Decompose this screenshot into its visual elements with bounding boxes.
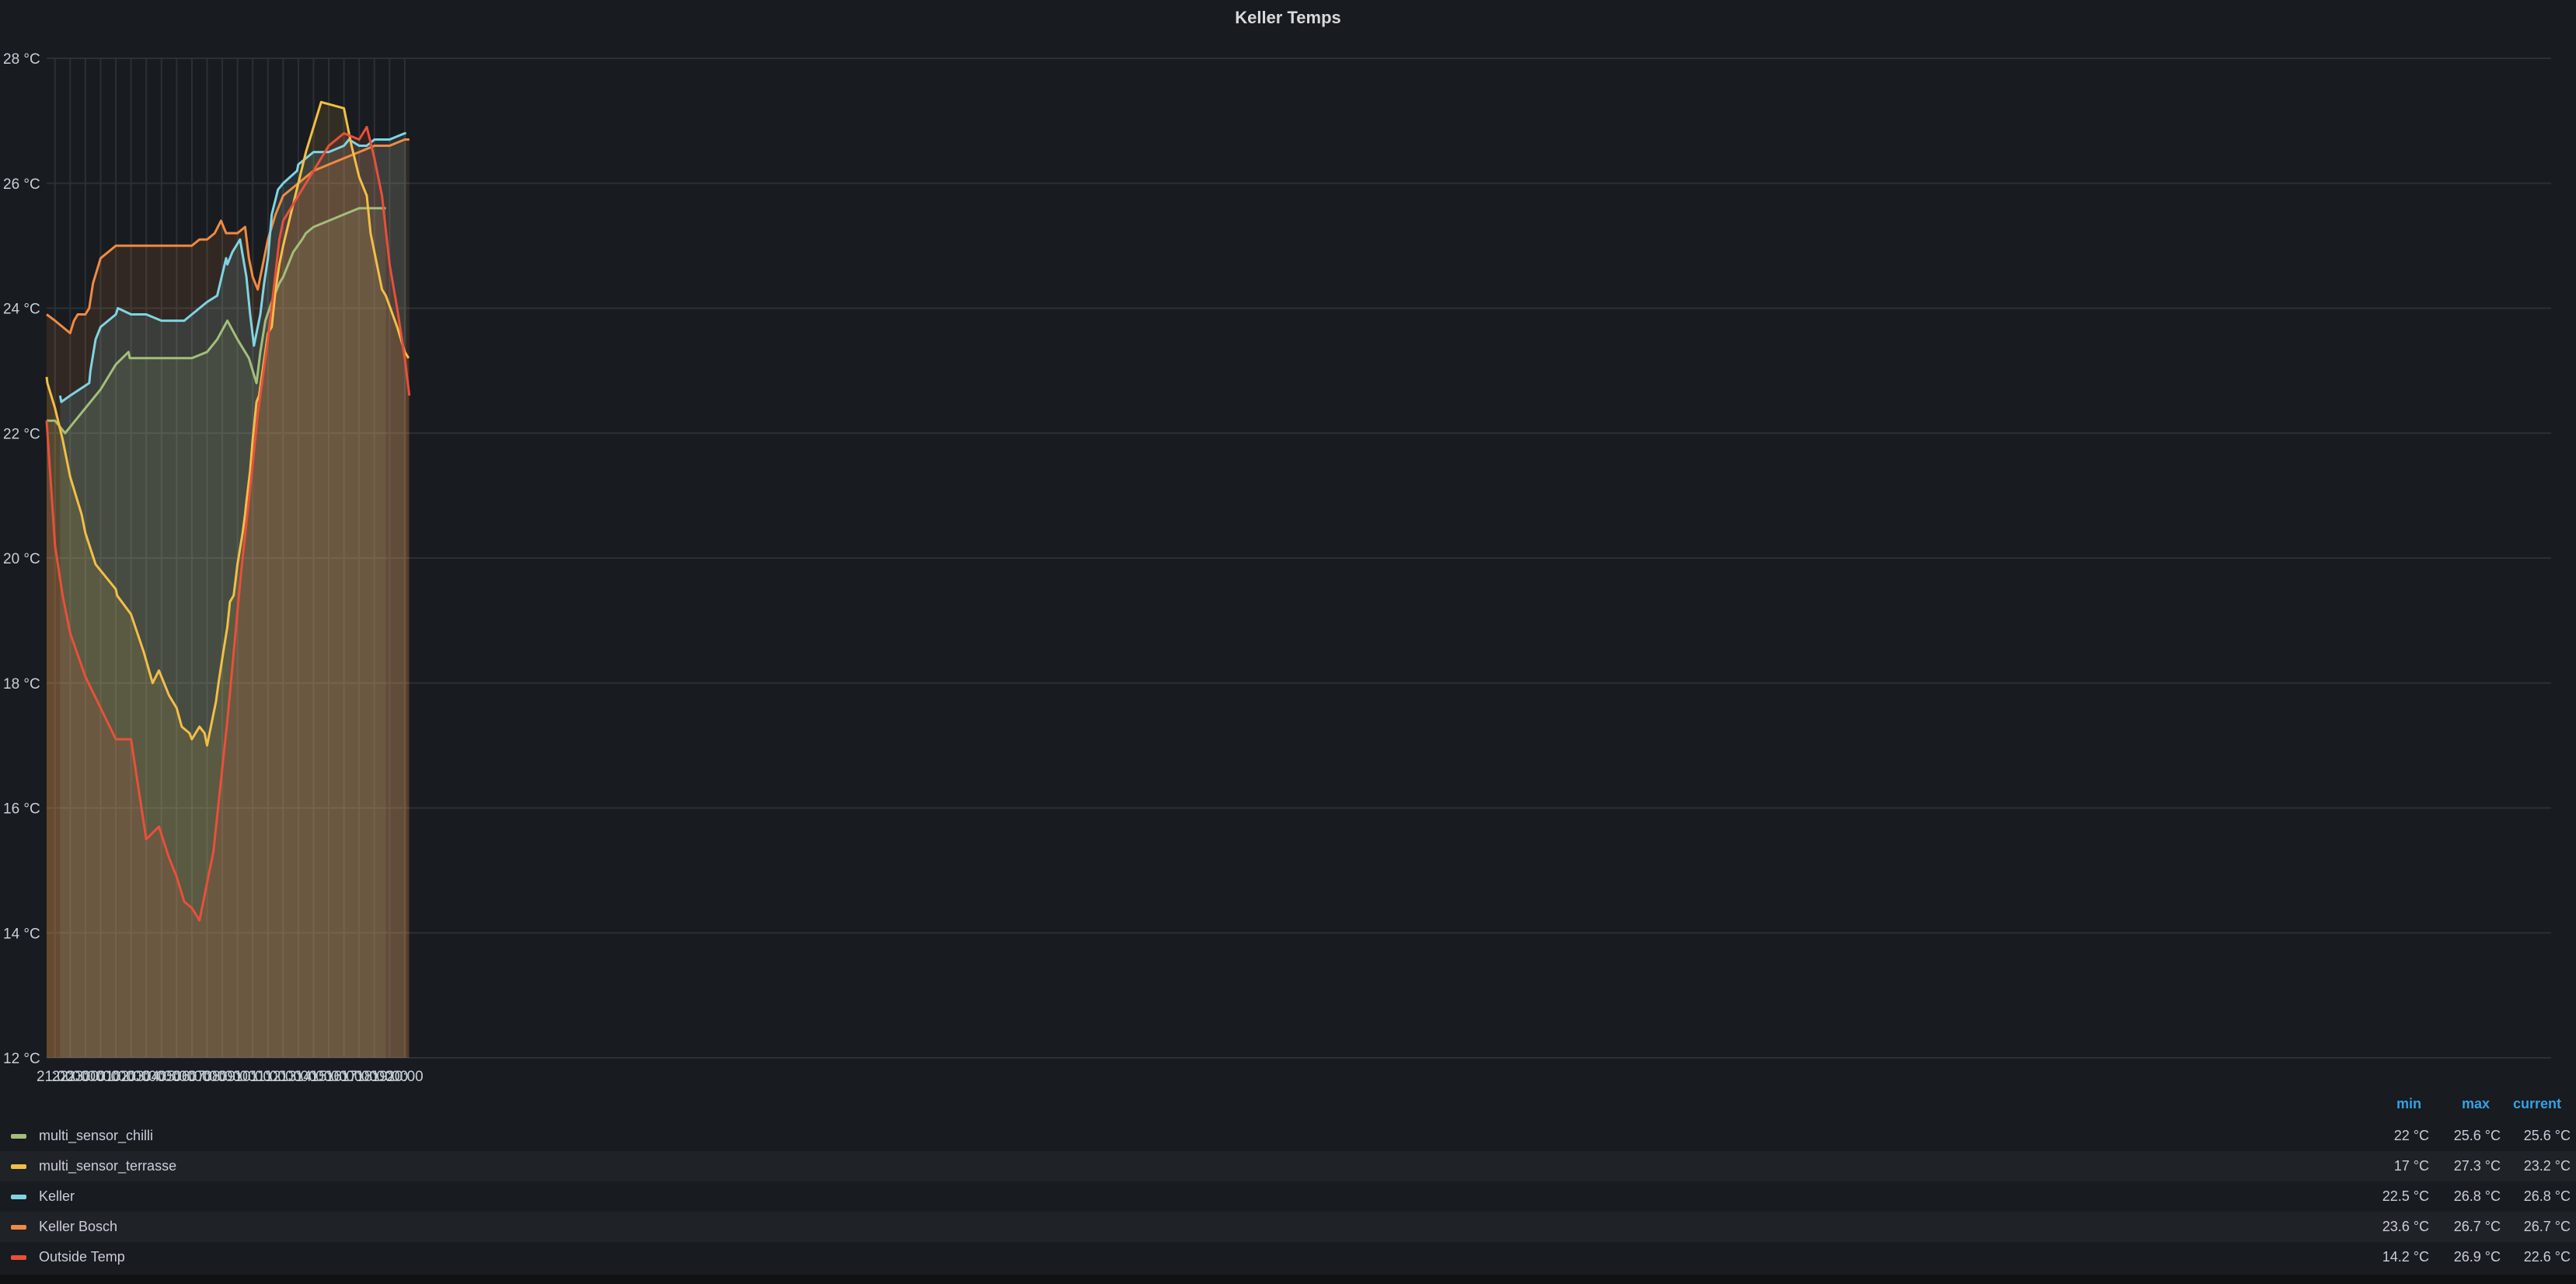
- legend-swatch[interactable]: [11, 1164, 26, 1169]
- legend-series-name[interactable]: multi_sensor_terrasse: [39, 1158, 177, 1174]
- legend-current-value: 25.6 °C: [2523, 1128, 2571, 1143]
- y-tick-label: 26 °C: [3, 176, 40, 193]
- legend-row[interactable]: multi_sensor_terrasse 17 °C 27.3 °C 23.2 °C: [0, 1151, 2576, 1181]
- y-tick-label: 14 °C: [3, 926, 40, 942]
- x-tick-label: 05:00: [159, 1069, 196, 1085]
- legend-current-value: 26.8 °C: [2523, 1188, 2571, 1204]
- legend-current-value: 22.6 °C: [2523, 1249, 2571, 1265]
- legend-header-max[interactable]: max: [2461, 1096, 2490, 1111]
- y-tick-label: 16 °C: [3, 801, 40, 818]
- legend-table: min max current multi_sensor_chilli 22 °C…: [0, 1087, 2576, 1272]
- legend-max-value: 26.7 °C: [2453, 1219, 2501, 1234]
- bottom-bar: [0, 1275, 2576, 1284]
- y-axis-ticks: 12 °C 14 °C 16 °C 18 °C 20 °C 22 °C 24 °C 26 °C…: [3, 51, 40, 1067]
- legend-series-name[interactable]: Outside Temp: [39, 1249, 125, 1265]
- x-tick-label: 23:00: [67, 1069, 104, 1085]
- x-tick-label: 07:00: [189, 1069, 226, 1085]
- x-tick-label: 13:00: [280, 1069, 317, 1085]
- y-tick-label: 22 °C: [3, 426, 40, 442]
- legend-max-value: 25.6 °C: [2453, 1128, 2501, 1143]
- y-tick-label: 20 °C: [3, 551, 40, 567]
- x-tick-label: 01:00: [97, 1069, 134, 1085]
- area-keller-bosch: [47, 139, 410, 1058]
- x-tick-label: 21:00: [37, 1069, 74, 1085]
- legend-min-value: 23.6 °C: [2382, 1219, 2429, 1234]
- legend-max-value: 26.9 °C: [2453, 1249, 2501, 1265]
- x-tick-label: 14:00: [295, 1069, 333, 1085]
- x-tick-label: 02:00: [113, 1069, 150, 1085]
- x-tick-label: 15:00: [310, 1069, 347, 1085]
- legend-series-name[interactable]: Keller: [39, 1188, 75, 1204]
- legend-max-value: 26.8 °C: [2453, 1188, 2501, 1204]
- x-tick-label: 00:00: [82, 1069, 120, 1085]
- area-multi-sensor-terrasse: [47, 102, 409, 1058]
- x-tick-label: 03:00: [127, 1069, 165, 1085]
- legend-min-value: 22 °C: [2393, 1128, 2429, 1143]
- x-tick-label: 04:00: [143, 1069, 180, 1085]
- legend-max-value: 27.3 °C: [2453, 1158, 2501, 1174]
- x-tick-label: 16:00: [326, 1069, 363, 1085]
- legend-min-value: 17 °C: [2393, 1158, 2429, 1174]
- x-tick-label: 09:00: [219, 1069, 256, 1085]
- x-tick-label: 12:00: [265, 1069, 302, 1085]
- legend-series-name[interactable]: Keller Bosch: [39, 1219, 118, 1234]
- legend-min-value: 14.2 °C: [2382, 1249, 2429, 1265]
- legend-swatch[interactable]: [11, 1255, 26, 1260]
- legend-swatch[interactable]: [11, 1195, 26, 1199]
- x-tick-label: 10:00: [234, 1069, 271, 1085]
- legend-header-current[interactable]: current: [2512, 1096, 2561, 1111]
- y-tick-label: 28 °C: [3, 51, 40, 68]
- legend-header-min[interactable]: min: [2396, 1096, 2421, 1111]
- legend-row[interactable]: multi_sensor_chilli 22 °C 25.6 °C 25.6 °C: [0, 1121, 2576, 1151]
- legend-row[interactable]: Outside Temp 14.2 °C 26.9 °C 22.6 °C: [0, 1242, 2576, 1272]
- x-tick-label: 18:00: [356, 1069, 393, 1085]
- line-multi-sensor-terrasse: [45, 100, 410, 747]
- legend-series-name[interactable]: multi_sensor_chilli: [39, 1128, 154, 1143]
- x-axis-ticks: 21:0022:0023:0000:0001:0002:0003:0004:00…: [37, 1069, 424, 1085]
- line-outside-temp: [45, 125, 411, 922]
- y-tick-label: 12 °C: [3, 1051, 40, 1067]
- line-multi-sensor-chilli: [47, 207, 386, 434]
- legend-header: min max current: [0, 1087, 2576, 1121]
- x-tick-label: 08:00: [204, 1069, 241, 1085]
- series-lines: [45, 100, 411, 922]
- line-keller: [58, 132, 406, 403]
- legend-rows: multi_sensor_chilli 22 °C 25.6 °C 25.6 °C mu…: [0, 1121, 2576, 1272]
- x-tick-label: 06:00: [173, 1069, 211, 1085]
- area-multi-sensor-chilli: [47, 208, 386, 1058]
- legend-min-value: 22.5 °C: [2382, 1188, 2429, 1204]
- panel-title: Keller Temps: [1235, 8, 1341, 27]
- area-outside-temp: [47, 127, 410, 1058]
- legend-row[interactable]: Keller 22.5 °C 26.8 °C 26.8 °C: [0, 1181, 2576, 1212]
- legend-current-value: 23.2 °C: [2523, 1158, 2571, 1174]
- x-tick-label: 11:00: [250, 1069, 286, 1085]
- legend-swatch[interactable]: [11, 1225, 26, 1230]
- legend-row[interactable]: Keller Bosch 23.6 °C 26.7 °C 26.7 °C: [0, 1212, 2576, 1242]
- legend-current-value: 26.7 °C: [2523, 1219, 2571, 1234]
- chart-grid: [47, 58, 2551, 1059]
- legend-swatch[interactable]: [11, 1134, 26, 1139]
- y-tick-label: 24 °C: [3, 302, 40, 318]
- temperature-chart: 12 °C 14 °C 16 °C 18 °C 20 °C 22 °C 24 °C 26 °C…: [3, 51, 2551, 1085]
- x-tick-label: 17:00: [340, 1069, 378, 1085]
- x-tick-label: 20:00: [386, 1069, 424, 1085]
- y-tick-label: 18 °C: [3, 676, 40, 693]
- x-tick-label: 19:00: [371, 1069, 409, 1085]
- x-tick-label: 22:00: [52, 1069, 89, 1085]
